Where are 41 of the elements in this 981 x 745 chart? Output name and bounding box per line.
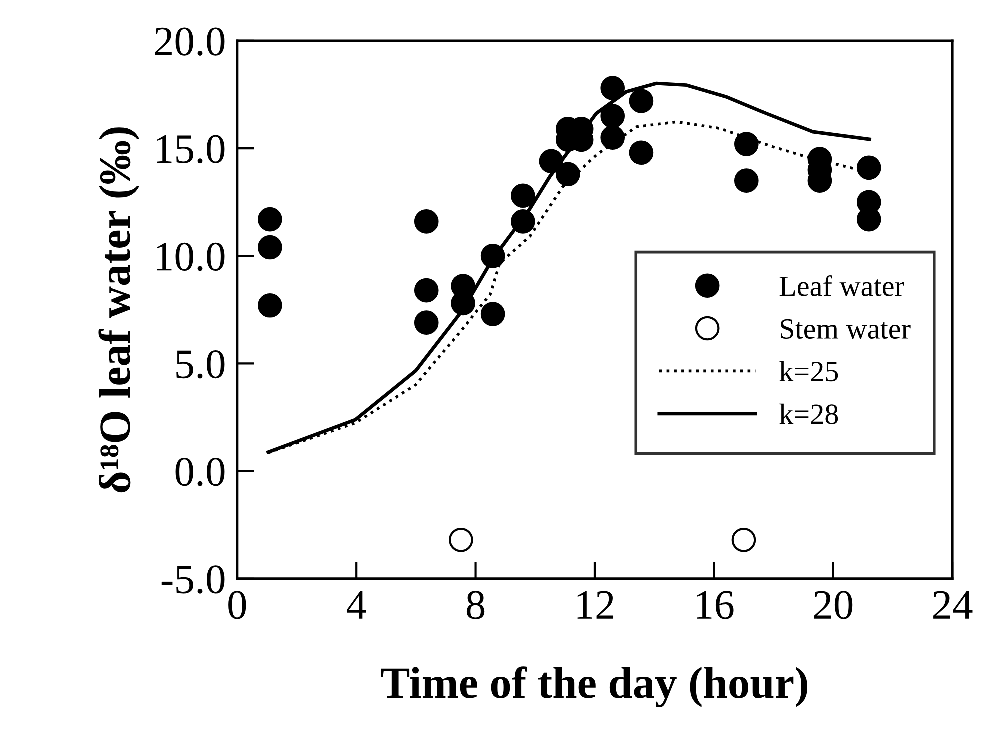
y-tick-label: 5.0 bbox=[176, 350, 225, 379]
point bbox=[480, 302, 506, 326]
point bbox=[734, 168, 759, 193]
point bbox=[480, 244, 506, 268]
point bbox=[511, 210, 536, 234]
x-tick-label: 4 bbox=[346, 591, 366, 619]
point bbox=[258, 207, 282, 232]
point bbox=[539, 149, 564, 174]
legend-label: Stem water bbox=[780, 319, 911, 340]
point bbox=[414, 310, 439, 335]
point bbox=[856, 156, 882, 180]
point bbox=[414, 278, 439, 303]
point bbox=[258, 235, 282, 260]
x-tick-label: 12 bbox=[578, 591, 614, 619]
y-tick-label: -5.0 bbox=[162, 566, 225, 594]
point bbox=[732, 528, 756, 552]
point bbox=[600, 104, 626, 128]
point bbox=[511, 184, 536, 208]
y-tick-label: 20.0 bbox=[155, 28, 225, 56]
x-tick-label: 8 bbox=[466, 591, 485, 620]
legend-label: k=28 bbox=[780, 404, 838, 424]
y-tick-label: 0.0 bbox=[176, 458, 225, 486]
point bbox=[629, 89, 654, 114]
point bbox=[258, 293, 282, 318]
point bbox=[629, 140, 654, 166]
x-axis-title: Time of the day (hour) bbox=[381, 666, 808, 708]
y-tick-label: 10.0 bbox=[157, 242, 225, 272]
point bbox=[556, 162, 580, 187]
point bbox=[449, 528, 474, 552]
point bbox=[734, 132, 759, 156]
y-axis-title: δ¹⁸O leaf water (‰) bbox=[98, 128, 140, 493]
y-tick-label: 15.0 bbox=[157, 135, 225, 164]
x-tick-label: 16 bbox=[697, 591, 734, 620]
point bbox=[600, 126, 626, 150]
x-tick-label: 0 bbox=[228, 591, 246, 620]
point bbox=[414, 210, 439, 234]
legend-label: k=25 bbox=[780, 361, 838, 382]
x-tick-label: 20 bbox=[814, 591, 853, 620]
x-tick-label: 24 bbox=[934, 591, 973, 619]
point bbox=[600, 76, 626, 100]
legend-label: Leaf water bbox=[780, 276, 904, 296]
